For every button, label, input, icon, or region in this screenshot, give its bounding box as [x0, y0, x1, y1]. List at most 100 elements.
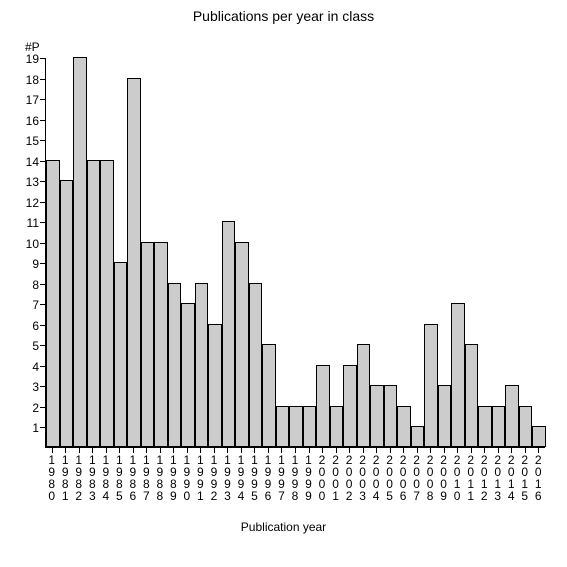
bar	[303, 406, 317, 447]
bar	[438, 385, 452, 447]
x-tick-label: 1997	[275, 454, 289, 502]
x-tick-label: 1985	[113, 454, 127, 502]
x-tick-label: 1998	[288, 454, 302, 502]
bar	[100, 160, 114, 447]
bar	[492, 406, 506, 447]
x-tick-label: 2016	[531, 454, 545, 502]
y-tick-label: 6	[15, 319, 39, 333]
bar	[370, 385, 384, 447]
bar	[519, 406, 533, 447]
y-tick-label: 18	[15, 73, 39, 87]
bar	[46, 160, 60, 447]
bar	[505, 385, 519, 447]
x-tick-label: 2008	[423, 454, 437, 502]
bar	[249, 283, 263, 447]
x-tick-label: 1993	[221, 454, 235, 502]
chart-title: Publications per year in class	[0, 8, 567, 24]
y-tick-label: 9	[15, 257, 39, 271]
x-tick-label: 2011	[464, 454, 478, 502]
y-tick-label: 11	[15, 216, 39, 230]
y-tick-label: 19	[15, 52, 39, 66]
y-tick-label: 14	[15, 155, 39, 169]
x-tick-label: 1994	[234, 454, 248, 502]
x-tick-label: 1988	[153, 454, 167, 502]
bar	[195, 283, 209, 447]
bar	[235, 242, 249, 447]
bar	[384, 385, 398, 447]
y-tick-label: 7	[15, 298, 39, 312]
bar	[154, 242, 168, 447]
y-tick	[40, 366, 45, 367]
plot-area	[45, 58, 545, 448]
x-tick-label: 1982	[72, 454, 86, 502]
y-tick-label: 5	[15, 339, 39, 353]
y-tick	[40, 304, 45, 305]
x-tick-label: 2001	[329, 454, 343, 502]
x-tick-label: 1991	[194, 454, 208, 502]
bar	[343, 365, 357, 447]
x-tick-label: 2005	[383, 454, 397, 502]
y-tick	[40, 243, 45, 244]
bar	[451, 303, 465, 447]
y-tick	[40, 222, 45, 223]
bar	[181, 303, 195, 447]
y-tick-label: 10	[15, 237, 39, 251]
bar	[478, 406, 492, 447]
bar	[73, 57, 87, 447]
y-tick	[40, 181, 45, 182]
y-tick	[40, 407, 45, 408]
bar	[168, 283, 182, 447]
x-tick-label: 1980	[45, 454, 59, 502]
y-tick	[40, 120, 45, 121]
x-tick-label: 1995	[248, 454, 262, 502]
y-tick	[40, 345, 45, 346]
y-tick	[40, 284, 45, 285]
x-tick-label: 2006	[396, 454, 410, 502]
bar	[357, 344, 371, 447]
bar	[316, 365, 330, 447]
bar	[276, 406, 290, 447]
bar	[262, 344, 276, 447]
y-tick-label: 17	[15, 93, 39, 107]
x-tick-label: 2000	[315, 454, 329, 502]
x-tick-label: 2014	[504, 454, 518, 502]
bar	[289, 406, 303, 447]
y-tick	[40, 202, 45, 203]
bar	[397, 406, 411, 447]
x-tick-label: 1990	[180, 454, 194, 502]
x-tick-label: 2009	[437, 454, 451, 502]
bar	[222, 221, 236, 447]
x-tick-label: 1996	[261, 454, 275, 502]
y-tick	[40, 58, 45, 59]
x-axis-label: Publication year	[0, 520, 567, 534]
x-tick-label: 1984	[99, 454, 113, 502]
bar	[60, 180, 74, 447]
x-tick-label: 2012	[477, 454, 491, 502]
y-tick	[40, 386, 45, 387]
x-tick-label: 1983	[86, 454, 100, 502]
y-tick-label: 13	[15, 175, 39, 189]
x-tick-label: 1989	[167, 454, 181, 502]
y-tick-label: 4	[15, 360, 39, 374]
bar	[411, 426, 425, 447]
y-tick-label: 16	[15, 114, 39, 128]
bar	[532, 426, 546, 447]
bar	[87, 160, 101, 447]
x-tick-label: 2002	[342, 454, 356, 502]
bar	[465, 344, 479, 447]
bar	[114, 262, 128, 447]
bar	[141, 242, 155, 447]
x-tick-label: 2007	[410, 454, 424, 502]
y-tick-label: 3	[15, 380, 39, 394]
x-tick-label: 2003	[356, 454, 370, 502]
y-tick	[40, 427, 45, 428]
y-tick	[40, 263, 45, 264]
x-tick-label: 1986	[126, 454, 140, 502]
x-tick-label: 2004	[369, 454, 383, 502]
x-tick-label: 1992	[207, 454, 221, 502]
chart-container: Publications per year in class #P Public…	[0, 0, 567, 567]
y-tick-label: 8	[15, 278, 39, 292]
x-tick-label: 1981	[59, 454, 73, 502]
y-tick	[40, 325, 45, 326]
x-tick-label: 1999	[302, 454, 316, 502]
